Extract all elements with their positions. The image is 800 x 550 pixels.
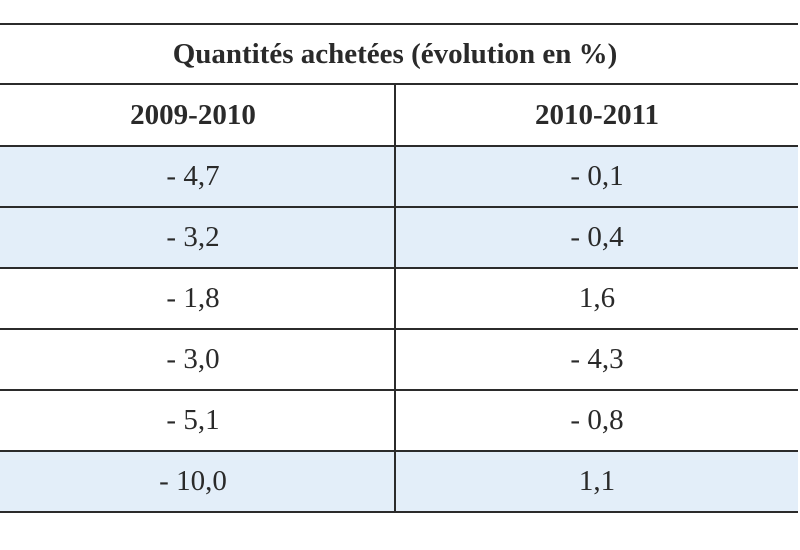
table-cell: - 3,0 — [0, 328, 396, 391]
table-row: - 3,0 - 4,3 — [0, 328, 798, 391]
column-header-2010-2011: 2010-2011 — [394, 83, 798, 147]
table-row: - 10,0 1,1 — [0, 450, 798, 513]
table-cell: - 10,0 — [0, 450, 396, 513]
table-row: - 3,2 - 0,4 — [0, 206, 798, 269]
column-header-2009-2010: 2009-2010 — [0, 83, 396, 147]
table-row: - 4,7 - 0,1 — [0, 145, 798, 208]
table-cell: - 1,8 — [0, 267, 396, 330]
table-cell: - 0,8 — [394, 389, 798, 452]
table-cell: - 3,2 — [0, 206, 396, 269]
table-cell: - 0,1 — [394, 145, 798, 208]
table-row: - 1,8 1,6 — [0, 267, 798, 330]
table-cell: 1,1 — [394, 450, 798, 513]
table-header-row: 2009-2010 2010-2011 — [0, 83, 798, 147]
table-title-row: Quantités achetées (évolution en %) — [0, 23, 798, 85]
table-cell: - 0,4 — [394, 206, 798, 269]
table-cell: - 4,7 — [0, 145, 396, 208]
table-cell: - 5,1 — [0, 389, 396, 452]
table-title: Quantités achetées (évolution en %) — [0, 23, 798, 85]
table-cell: 1,6 — [394, 267, 798, 330]
table-row: - 5,1 - 0,8 — [0, 389, 798, 452]
table-cell: - 4,3 — [394, 328, 798, 391]
data-table: Quantités achetées (évolution en %) 2009… — [0, 23, 798, 513]
